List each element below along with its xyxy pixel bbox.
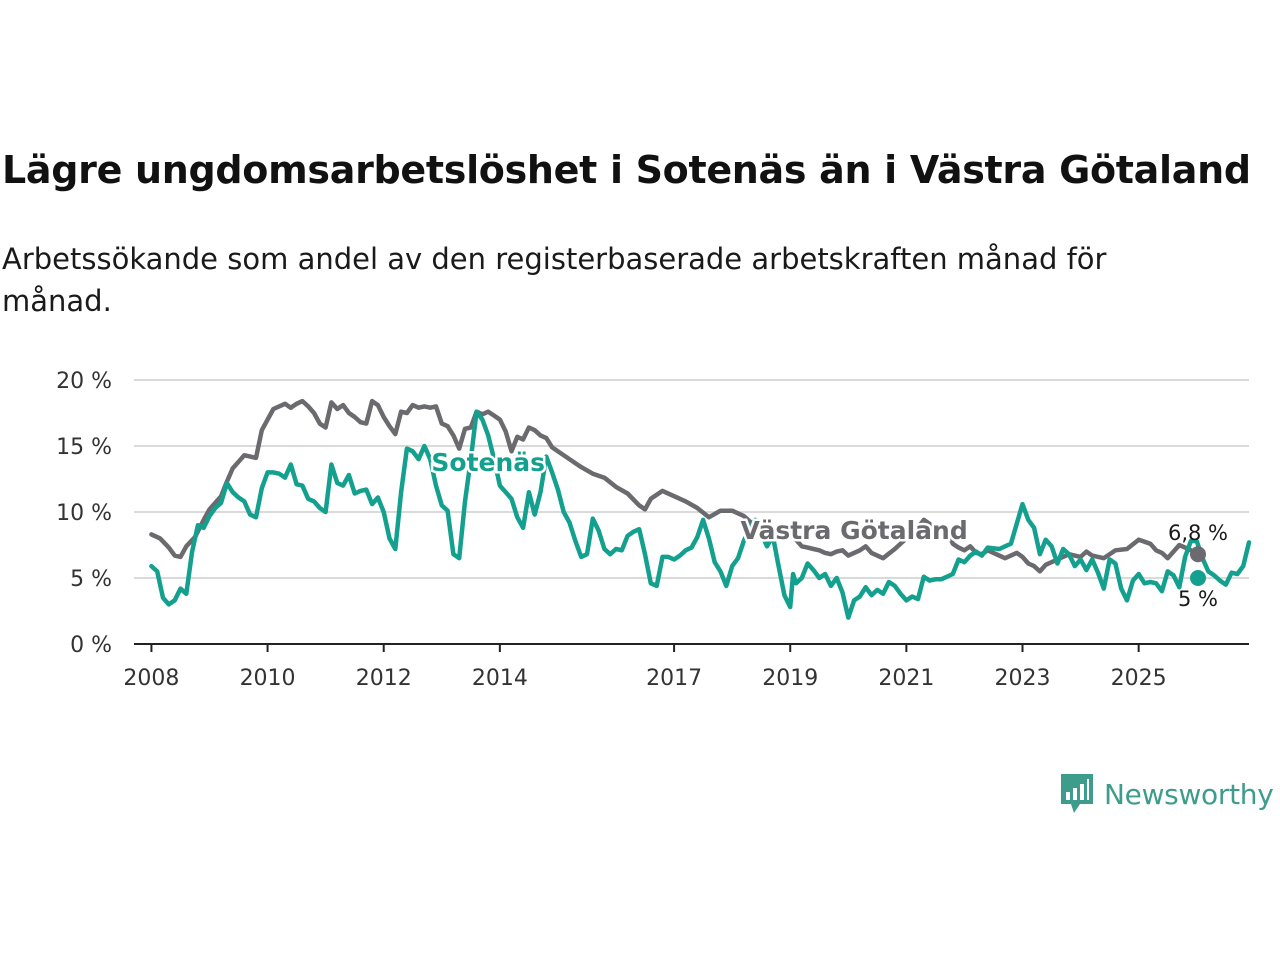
series-name-label: Västra Götaland — [740, 516, 967, 545]
x-tick-label: 2025 — [1111, 666, 1167, 691]
series-lines — [149, 398, 1252, 620]
y-tick-label: 5 % — [70, 567, 112, 592]
x-tick-label: 2014 — [472, 666, 528, 691]
y-tick-label: 20 % — [56, 369, 112, 394]
x-tick-label: 2017 — [646, 666, 702, 691]
chart-title: Lägre ungdomsarbetslöshet i Sotenäs än i… — [2, 148, 1251, 192]
y-axis: 0 % 5 % 10 % 15 % 20 % — [56, 369, 112, 658]
x-tick-label: 2008 — [123, 666, 179, 691]
series-end-label: 5 % — [1178, 587, 1218, 611]
grid-lines — [134, 379, 1249, 579]
x-axis: 2008 2010 2012 2014 2017 2019 2021 2023 2025 — [123, 644, 1167, 691]
series-end-marker — [1190, 546, 1206, 563]
x-tick-label: 2010 — [240, 666, 296, 691]
y-tick-label: 10 % — [56, 501, 112, 526]
series-labels: 6,8 % Västra Götaland 5 % Sotenäs — [429, 446, 1228, 611]
x-tick-label: 2012 — [356, 666, 412, 691]
x-tick-label: 2023 — [995, 666, 1051, 691]
series-name-label: Sotenäs — [431, 448, 545, 477]
x-tick-label: 2019 — [762, 666, 818, 691]
newsworthy-logo-icon — [1061, 774, 1093, 813]
series-line — [149, 409, 1252, 620]
newsworthy-logo-text: Newsworthy — [1104, 777, 1274, 811]
series-end-label: 6,8 % — [1168, 521, 1228, 545]
series-line — [149, 398, 1205, 574]
chart-subtitle: Arbetssökande som andel av den registerb… — [2, 242, 1107, 318]
y-tick-label: 15 % — [56, 435, 112, 460]
y-tick-label: 0 % — [70, 633, 112, 658]
x-tick-label: 2021 — [878, 666, 934, 691]
series-end-marker — [1190, 570, 1206, 586]
newsworthy-logo: Newsworthy — [1058, 772, 1274, 816]
